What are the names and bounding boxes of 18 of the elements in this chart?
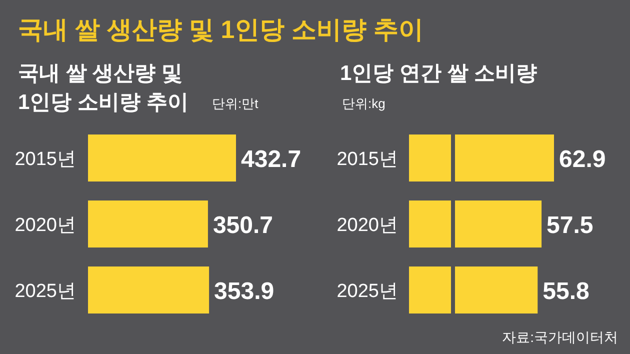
data-label: 62.9: [559, 146, 606, 173]
y-tick-label: 2020년: [14, 215, 76, 236]
chart-title: 국내 쌀 생산량 및 1인당 소비량 추이: [18, 16, 424, 44]
data-label: 432.7: [241, 146, 302, 173]
y-tick-label: 2025년: [336, 281, 398, 302]
text: 단위:만t: [212, 96, 259, 111]
data-label: 57.5: [546, 212, 594, 239]
chart-subtitle: 1인당 연간 쌀 소비량: [340, 62, 538, 85]
text: 단위:kg: [342, 96, 386, 111]
y-tick-label: 2015년: [14, 149, 76, 170]
text: 자료:국가데이터처: [502, 329, 618, 345]
y-tick-label: 2020년: [336, 215, 398, 236]
chart-subtitle: 국내 쌀 생산량 및 1인당 소비량 추이: [18, 62, 188, 114]
data-label: 55.8: [542, 278, 590, 305]
y-tick-label: 2015년: [336, 149, 398, 170]
data-label: 350.7: [212, 212, 274, 239]
data-label: 353.9: [214, 278, 274, 305]
y-tick-label: 2025년: [14, 281, 76, 302]
